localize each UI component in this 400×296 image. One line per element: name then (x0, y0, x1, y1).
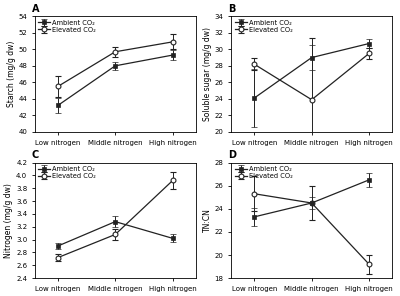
Text: B: B (228, 4, 236, 14)
Legend: Ambient CO₂, Elevated CO₂: Ambient CO₂, Elevated CO₂ (37, 165, 97, 180)
Legend: Ambient CO₂, Elevated CO₂: Ambient CO₂, Elevated CO₂ (233, 18, 294, 34)
Y-axis label: Soluble sugar (mg/g dw): Soluble sugar (mg/g dw) (203, 27, 212, 121)
Text: A: A (32, 4, 39, 14)
Legend: Ambient CO₂, Elevated CO₂: Ambient CO₂, Elevated CO₂ (37, 18, 97, 34)
Text: C: C (32, 150, 39, 160)
Text: D: D (228, 150, 236, 160)
Y-axis label: TN:CN: TN:CN (203, 208, 212, 232)
Legend: Ambient CO₂, Elevated CO₂: Ambient CO₂, Elevated CO₂ (233, 165, 294, 180)
Y-axis label: Nitrogen (mg/g dw): Nitrogen (mg/g dw) (4, 183, 13, 258)
Y-axis label: Starch (mg/g dw): Starch (mg/g dw) (6, 41, 16, 107)
